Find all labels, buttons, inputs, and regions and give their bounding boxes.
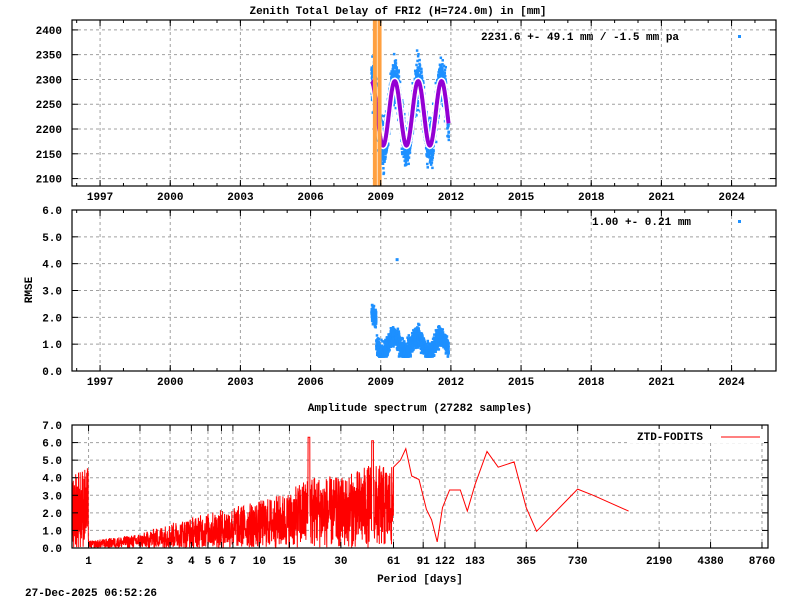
y-tick-label: 3.0 [42, 287, 62, 299]
x-tick-label: 2003 [227, 192, 254, 204]
y-tick-label: 5.0 [42, 456, 62, 468]
x-tick-label: 3 [167, 556, 174, 568]
x-tick-label: 122 [435, 556, 455, 568]
timestamp-footer: 27-Dec-2025 06:52:26 [25, 588, 157, 600]
x-tick-label: 8760 [749, 556, 775, 568]
ztd-chart-title: Zenith Total Delay of FRI2 (H=724.0m) in… [249, 6, 546, 18]
rmse-scatter [370, 258, 450, 358]
y-tick-label: 4.0 [42, 474, 62, 486]
y-tick-label: 4.0 [42, 260, 62, 272]
x-tick-label: 5 [205, 556, 212, 568]
y-tick-label: 2.0 [42, 313, 62, 325]
x-tick-label: 2006 [297, 377, 323, 389]
x-tick-label: 2012 [438, 192, 464, 204]
x-tick-label: 2015 [508, 377, 535, 389]
x-tick-label: 10 [253, 556, 266, 568]
y-tick-label: 7.0 [42, 421, 62, 433]
rmse-legend-marker [738, 220, 741, 223]
rmse-legend-text: 1.00 +- 0.21 mm [592, 217, 691, 229]
x-tick-label: 1997 [87, 192, 113, 204]
x-tick-label: 91 [417, 556, 431, 568]
spectrum-legend-box [630, 429, 764, 443]
y-tick-label: 0.0 [42, 544, 62, 556]
rmse-y-axis-label: RMSE [24, 276, 36, 303]
ztd-time-series-panel: 1997 2000 2003 2006 2009 2012 2015 2018 2021 2024… [36, 19, 777, 204]
x-tick-label: 61 [387, 556, 401, 568]
spectrum-axis-ticks: 1 2 3 4 5 6 7 10 15 30 61 91 122 183 365 730 2190 4380 876… [42, 421, 775, 568]
x-tick-label: 2190 [646, 556, 672, 568]
y-tick-label: 6.0 [42, 206, 62, 218]
x-tick-label: 2021 [648, 192, 675, 204]
y-tick-label: 3.0 [42, 491, 62, 503]
spectrum-chart-title: Amplitude spectrum (27282 samples) [308, 403, 532, 415]
x-tick-label: 2009 [368, 192, 394, 204]
x-tick-label: 2012 [438, 377, 464, 389]
x-tick-label: 2024 [718, 192, 745, 204]
y-tick-label: 2300 [36, 75, 62, 87]
x-tick-label: 2006 [297, 192, 323, 204]
x-tick-label: 2 [137, 556, 144, 568]
ztd-axis-ticks: 1997 2000 2003 2006 2009 2012 2015 2018 2021 2024… [36, 20, 776, 204]
spectrum-legend-text: ZTD-FODITS [637, 432, 703, 444]
y-tick-label: 2200 [36, 125, 62, 137]
x-tick-label: 2000 [157, 192, 183, 204]
ztd-legend-marker [738, 35, 741, 38]
x-tick-label: 6 [218, 556, 225, 568]
ztd-seasonal-fit-curve [368, 77, 453, 150]
y-tick-label: 0.0 [42, 367, 62, 379]
x-tick-label: 30 [334, 556, 347, 568]
x-tick-label: 1 [85, 556, 92, 568]
x-tick-label: 4380 [697, 556, 723, 568]
y-tick-label: 2.0 [42, 509, 62, 521]
spectrum-line [71, 436, 629, 550]
ztd-event-markers [372, 20, 382, 186]
x-tick-label: 365 [516, 556, 536, 568]
y-tick-label: 1.0 [42, 526, 62, 538]
x-tick-label: 7 [230, 556, 237, 568]
y-tick-label: 2400 [36, 26, 62, 38]
rmse-time-series-panel: 1997 2000 2003 2006 2009 2012 2015 2018 2021 2024… [42, 206, 777, 389]
y-tick-label: 2100 [36, 175, 62, 187]
amplitude-spectrum-panel: 1 2 3 4 5 6 7 10 15 30 61 91 122 183 365 730 2190 4380 876… [42, 421, 775, 568]
y-tick-label: 1.0 [42, 340, 62, 352]
x-tick-label: 2021 [648, 377, 675, 389]
x-tick-label: 2018 [578, 377, 605, 389]
ztd-legend-text: 2231.6 +- 49.1 mm / -1.5 mm pa [481, 32, 679, 44]
x-tick-label: 15 [283, 556, 297, 568]
x-tick-label: 2003 [227, 377, 254, 389]
x-tick-label: 730 [568, 556, 588, 568]
rmse-axis-ticks: 1997 2000 2003 2006 2009 2012 2015 2018 2021 2024… [42, 206, 776, 389]
y-tick-label: 6.0 [42, 439, 62, 451]
spectrum-plot-frame [71, 424, 769, 549]
y-tick-label: 2250 [36, 100, 62, 112]
x-tick-label: 4 [188, 556, 195, 568]
x-tick-label: 183 [465, 556, 485, 568]
y-tick-label: 2150 [36, 150, 62, 162]
y-tick-label: 5.0 [42, 233, 62, 245]
ztd-plot-frame [71, 19, 777, 187]
y-tick-label: 2350 [36, 51, 62, 63]
x-tick-label: 2024 [718, 377, 745, 389]
x-tick-label: 1997 [87, 377, 113, 389]
x-tick-label: 2015 [508, 192, 535, 204]
x-tick-label: 2018 [578, 192, 605, 204]
spectrum-x-axis-label: Period [days] [377, 574, 463, 586]
x-tick-label: 2009 [368, 377, 394, 389]
x-tick-label: 2000 [157, 377, 183, 389]
